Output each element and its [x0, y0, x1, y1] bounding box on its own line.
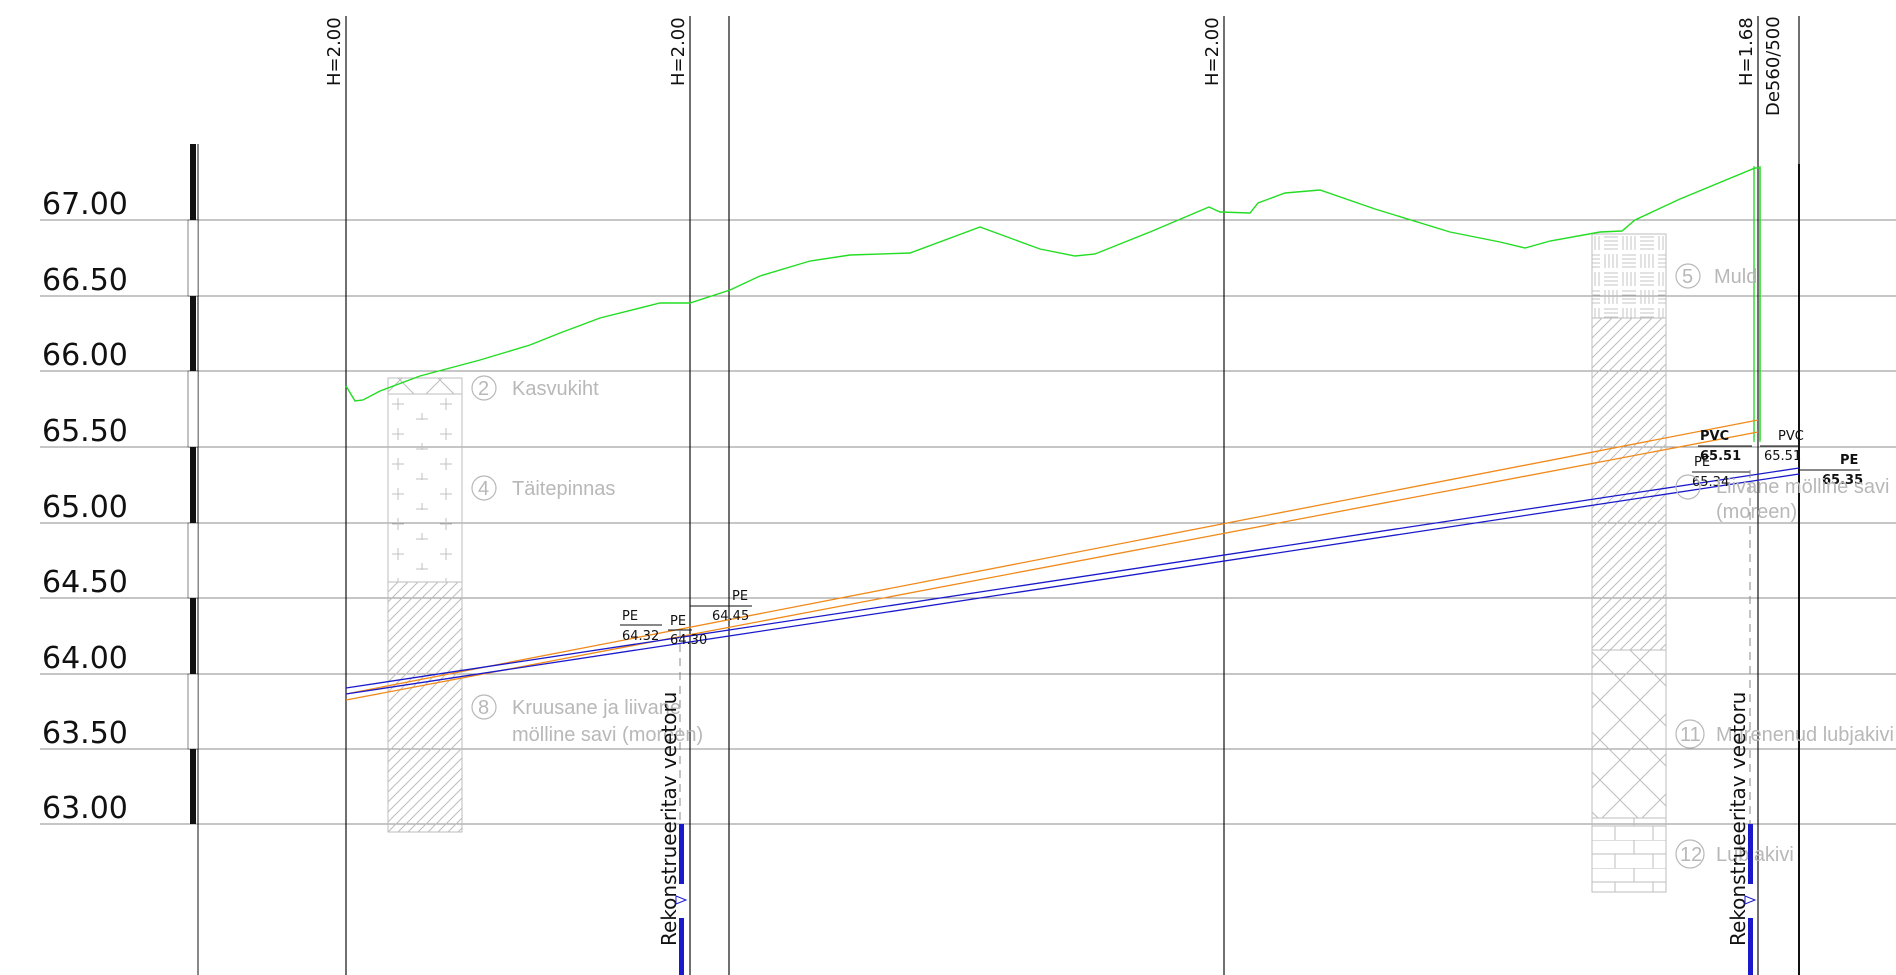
pipe-label-pe2-mat: PE [670, 614, 686, 629]
station-label-1: H=2.00 [324, 17, 345, 86]
elevation-label-66: 66.00 [42, 338, 128, 373]
soil-text-liivane-2: (moreen) [1716, 501, 1797, 523]
flow-marker-right [1744, 895, 1757, 905]
pipes [345, 419, 1800, 701]
soil-num-11: 11 [1680, 724, 1701, 746]
elevation-label-66-5: 66.50 [42, 263, 128, 298]
elevation-label-63: 63.00 [42, 791, 128, 826]
pipe-orange-bottom [345, 431, 1759, 701]
pipe-label-pvc2-val: 65.51 [1764, 449, 1801, 464]
soil-num-12: 12 [1680, 844, 1702, 866]
borehole-right [1591, 233, 1667, 893]
blue-marker-left-1 [679, 824, 684, 884]
dash-lines [679, 470, 1751, 824]
pipe-note-left: Rekonstrueeritav veetoru [657, 692, 681, 946]
pipe-label-pe4-val: 65.34 [1692, 475, 1729, 490]
pipe-orange-top [345, 419, 1759, 695]
pipe-blue-bottom [345, 473, 1800, 695]
pipe-notes: Rekonstrueeritav veetoru Rekonstrueerita… [657, 692, 1757, 975]
soil-num-circle-8 [471, 694, 497, 720]
pipe-label-pe1-val: 64.32 [622, 629, 659, 644]
pipe-label-pe5-val: 65.35 [1822, 473, 1863, 488]
soil-kasvukiht-fill [387, 377, 463, 395]
soil-text-kasvukiht: Kasvukiht [512, 378, 599, 400]
pipe-label-pvc2-mat: PVC [1778, 429, 1804, 444]
soil-taitepinnas-fill [387, 393, 463, 583]
pipe-label-pe5-mat: PE [1840, 453, 1858, 468]
pipe-blue-top [345, 467, 1800, 689]
soil-num-4: 4 [478, 478, 489, 500]
soil-num-circle-2 [471, 375, 497, 401]
elevation-label-63-5: 63.50 [42, 716, 128, 751]
ground-surface-line [345, 167, 1761, 440]
flow-marker-left [675, 895, 688, 905]
elevation-label-64: 64.00 [42, 641, 128, 676]
elevation-labels: 67.00 66.50 66.00 65.50 65.00 64.50 64.0… [42, 187, 128, 826]
soil-moreen-fill [387, 581, 463, 833]
elevation-grid [40, 219, 1896, 825]
soil-labels: 2 Kasvukiht 4 Täitepinnas 8 Kruusane ja … [471, 263, 1894, 869]
soil-lubjakivi-fill [1591, 817, 1667, 893]
elevation-label-64-5: 64.50 [42, 565, 128, 600]
blue-marker-left-2 [679, 918, 684, 975]
station-label-5: De560/500 [1763, 16, 1784, 116]
soil-num-circle-11 [1675, 719, 1705, 749]
pipe-label-pe3-val: 64.45 [712, 609, 749, 624]
pipe-note-right: Rekonstrueeritav veetoru [1726, 692, 1750, 946]
station-labels: H=2.00 H=2.00 H=2.00 H=1.68 De560/500 [324, 16, 1784, 116]
station-label-4: H=1.68 [1736, 17, 1757, 86]
soil-text-murenenud: Murenenud lubjakivi [1716, 724, 1894, 746]
soil-num-circle-4 [471, 475, 497, 501]
soil-num-2: 2 [478, 378, 489, 400]
soil-liivane-fill [1591, 317, 1667, 651]
station-label-2: H=2.00 [668, 17, 689, 86]
elevation-label-67: 67.00 [42, 187, 128, 222]
soil-text-taitepinnas: Täitepinnas [512, 478, 615, 500]
pipe-label-pvc1-val: 65.51 [1700, 449, 1741, 464]
soil-num-5: 5 [1682, 266, 1693, 288]
elevation-scale-bar [187, 144, 199, 975]
elevation-label-65: 65.00 [42, 490, 128, 525]
soil-text-liivane-1: Liivane mölline savi [1716, 476, 1889, 498]
soil-text-lubjakivi: Lubjakivi [1716, 844, 1794, 866]
soil-num-circle-5 [1675, 263, 1701, 289]
pipe-label-pvc1-mat: PVC [1700, 429, 1729, 444]
pipe-labels: PE 64.32 PE 64.30 PE 64.45 PVC 65.51 PE … [620, 429, 1863, 648]
pipe-label-pe3-mat: PE [732, 589, 748, 604]
pipe-label-pe4-mat: PE [1694, 455, 1710, 470]
blue-marker-right-2 [1748, 918, 1753, 975]
blue-marker-right-1 [1748, 824, 1753, 884]
soil-num-8: 8 [478, 697, 489, 719]
soil-text-kruusane-1: Kruusane ja liivane [512, 697, 681, 719]
soil-num-circle-9 [1675, 474, 1701, 500]
pipe-label-pe2-val: 64.30 [670, 633, 707, 648]
station-label-3: H=2.00 [1202, 17, 1223, 86]
soil-num-circle-12 [1675, 839, 1705, 869]
soil-text-muld: Muld [1714, 266, 1757, 288]
station-lines [345, 16, 1800, 975]
soil-muld-fill [1591, 233, 1667, 319]
elevation-label-65-5: 65.50 [42, 414, 128, 449]
soil-text-kruusane-2: mölline savi (moreen) [512, 724, 703, 746]
soil-murenenud-fill [1591, 649, 1667, 819]
pipe-label-pe1-mat: PE [622, 609, 638, 624]
borehole-left [387, 377, 463, 833]
